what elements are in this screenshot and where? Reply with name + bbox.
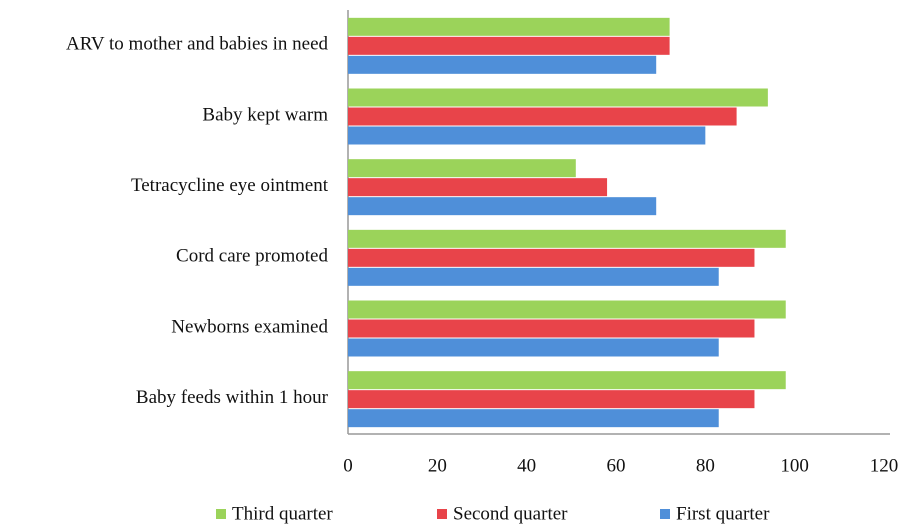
bar (348, 126, 706, 145)
bar (348, 267, 719, 286)
x-tick-label: 100 (780, 455, 809, 476)
x-tick-label: 60 (607, 455, 626, 476)
y-tick-label: Baby kept warm (202, 104, 328, 125)
x-tick-label: 120 (870, 455, 899, 476)
legend-label: Third quarter (232, 503, 333, 524)
bar (348, 55, 657, 74)
bar (348, 197, 657, 216)
bar (348, 319, 755, 338)
bar (348, 107, 737, 126)
legend-swatch (216, 509, 226, 519)
bar (348, 88, 768, 107)
x-tick-label: 80 (696, 455, 715, 476)
bar (348, 409, 719, 428)
bar (348, 300, 786, 319)
bar (348, 390, 755, 409)
bar (348, 371, 786, 390)
y-tick-label: Cord care promoted (176, 246, 328, 267)
legend-label: Second quarter (453, 503, 568, 524)
x-tick-label: 40 (517, 455, 536, 476)
x-tick-label: 20 (428, 455, 447, 476)
legend-swatch (660, 509, 670, 519)
y-tick-label: ARV to mother and babies in need (66, 34, 328, 55)
x-tick-label: 0 (343, 455, 353, 476)
legend-swatch (437, 509, 447, 519)
y-tick-label: Newborns examined (171, 316, 328, 337)
bar (348, 17, 670, 36)
bar (348, 159, 576, 178)
y-tick-label: Baby feeds within 1 hour (136, 387, 329, 408)
legend-label: First quarter (676, 503, 770, 524)
bar (348, 338, 719, 357)
bar (348, 178, 608, 197)
bar (348, 248, 755, 267)
bar (348, 36, 670, 55)
y-tick-label: Tetracycline eye ointment (131, 175, 329, 196)
bar (348, 229, 786, 248)
